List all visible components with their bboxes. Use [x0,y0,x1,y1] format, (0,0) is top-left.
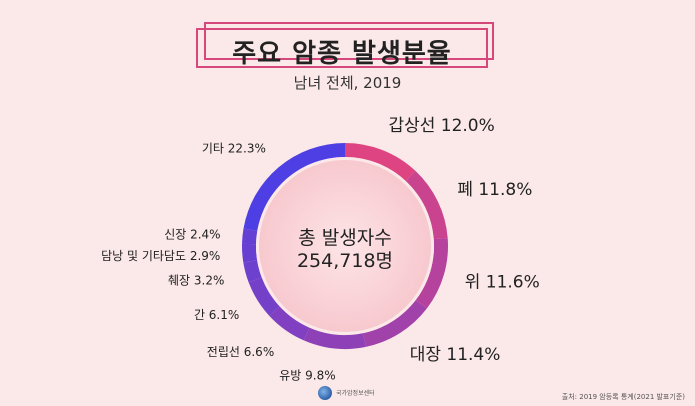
pie-slice-5 [303,327,366,349]
pie-slice-8 [243,260,262,283]
slice-labels: 갑상선 12.0% 폐 11.8% 위 11.6% 대장 11.4% 유방 9.8% 전립… [101,116,540,382]
donut-ring [242,143,448,349]
logo: 국가암정보센터 [318,386,375,400]
pie-slice-7 [248,277,280,316]
pie-slice-3 [415,238,448,309]
pie-slice-9 [242,243,258,263]
source-note: 출처: 2019 암등록 통계(2021 발표기준) [561,393,685,401]
slice-label-5: 유방 9.8% [279,368,335,382]
title-frame: 주요 암종 발생분율 [196,22,494,69]
slice-label-9: 담낭 및 기타담도 2.9% [101,249,220,263]
slice-label-1: 갑상선 12.0% [388,116,494,136]
chart-subtitle: 남녀 전체, 2019 [293,74,402,92]
center-disc [259,160,431,332]
pie-slice-4 [363,299,427,347]
slice-label-10: 신장 2.4% [164,228,220,242]
slice-label-3: 위 11.6% [465,273,540,293]
center-label: 총 발생자수 [298,227,391,249]
logo-mark-icon [318,386,332,400]
pie-slice-11 [243,143,345,231]
slice-label-8: 췌장 3.2% [168,273,224,287]
pie-slice-1 [345,143,416,182]
chart-title: 주요 암종 발생분율 [232,39,452,69]
slice-label-6: 전립선 6.6% [207,345,274,359]
slice-label-4: 대장 11.4% [410,345,501,365]
pie-slice-2 [405,170,448,240]
slice-label-7: 간 6.1% [194,308,239,322]
center-total: 254,718명 [297,250,393,272]
pie-slice-10 [242,228,258,245]
pie-slice-6 [269,306,310,341]
logo-text: 국가암정보센터 [336,389,375,397]
slice-label-11: 기타 22.3% [202,141,266,155]
slice-label-2: 폐 11.8% [457,180,532,200]
